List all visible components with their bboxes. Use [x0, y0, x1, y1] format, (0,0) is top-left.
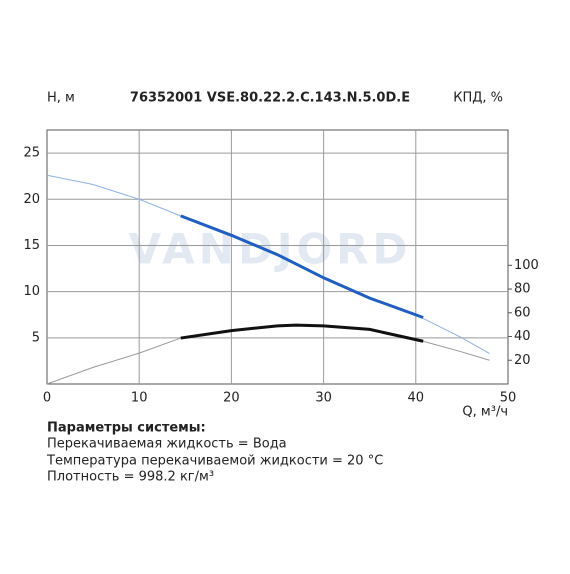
y2-tick-label: 80 — [514, 282, 531, 297]
y-tick-label: 15 — [23, 238, 40, 253]
x-axis-label: Q, м³/ч — [462, 405, 508, 420]
watermark: VANDJORD — [129, 225, 412, 274]
y-tick-label: 10 — [23, 284, 40, 299]
y-tick-label: 25 — [23, 146, 40, 161]
x-tick-label: 10 — [131, 391, 148, 406]
curve — [180, 323, 424, 343]
y2-tick-label: 40 — [514, 329, 531, 344]
y2-axis-label: КПД, % — [453, 91, 503, 106]
x-tick-label: 0 — [43, 391, 51, 406]
params-title: Параметры системы: — [47, 421, 206, 436]
curve — [180, 214, 424, 319]
y2-tick-label: 60 — [514, 305, 531, 320]
x-tick-label: 30 — [315, 391, 332, 406]
param-line: Плотность = 998.2 кг/м³ — [47, 470, 214, 485]
param-line: Перекачиваемая жидкость = Вода — [47, 437, 287, 452]
x-tick-label: 40 — [408, 391, 425, 406]
param-line: Температура перекачиваемой жидкости = 20… — [46, 454, 383, 469]
chart-title: 76352001 VSE.80.22.2.C.143.N.5.0D.E — [130, 91, 410, 106]
y2-tick-label: 20 — [514, 353, 531, 368]
x-tick-label: 20 — [223, 391, 240, 406]
y2-tick-label: 100 — [514, 258, 539, 273]
y-axis-label: Н, м — [47, 91, 75, 106]
y-tick-label: 20 — [23, 192, 40, 207]
y-tick-label: 5 — [32, 330, 40, 345]
plot-frame — [46, 129, 509, 385]
x-tick-label: 50 — [500, 391, 517, 406]
curve — [46, 324, 490, 385]
